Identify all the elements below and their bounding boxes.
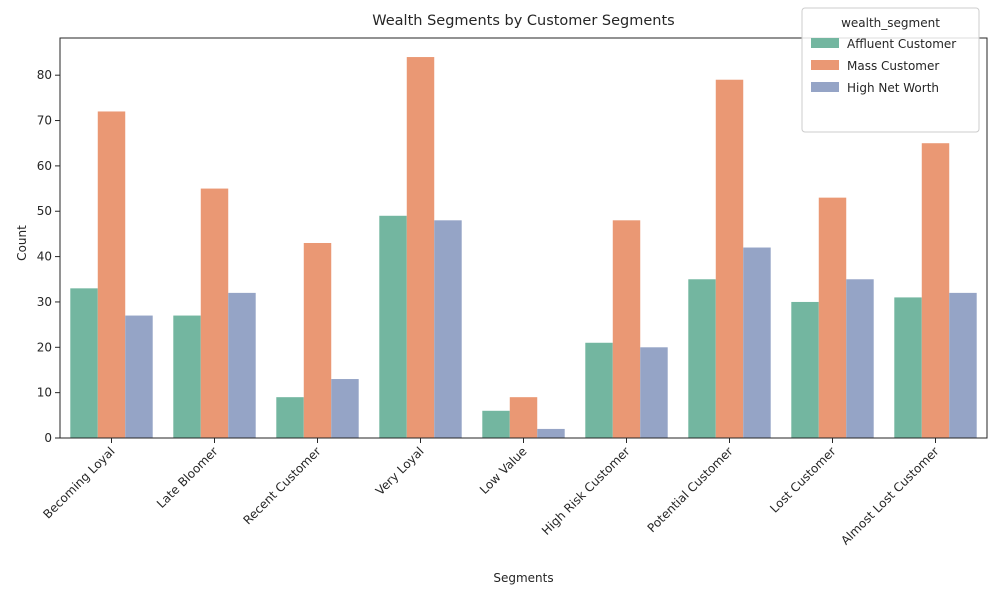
bar-affluent-customer-lost-customer <box>791 301 819 438</box>
bar-mass-customer-potential-customer <box>715 79 744 438</box>
bar-affluent-customer-almost-lost-customer <box>894 297 922 438</box>
y-tick-label: 30 <box>37 295 52 309</box>
y-tick-label: 80 <box>37 68 52 82</box>
x-axis: Becoming Loyal Late Bloomer Recent Custome… <box>40 438 942 548</box>
bar-high-net-worth-recent-customer <box>331 379 359 438</box>
bar-mass-customer-very-loyal <box>406 57 435 439</box>
bar-affluent-customer-very-loyal <box>379 215 407 438</box>
bar-high-net-worth-lost-customer <box>846 279 874 438</box>
bar-high-net-worth-almost-lost-customer <box>949 292 977 438</box>
y-tick-label: 20 <box>37 340 52 354</box>
bar-affluent-customer-becoming-loyal <box>70 288 98 438</box>
x-tick-label: Late Bloomer <box>154 444 221 511</box>
x-tick-label: Lost Customer <box>767 444 838 515</box>
y-tick-label: 50 <box>37 204 52 218</box>
bar-affluent-customer-high-risk-customer <box>585 342 613 438</box>
bars-group <box>70 57 977 439</box>
x-tick-label: Low Value <box>477 444 530 497</box>
legend: wealth_segment Affluent Customer Mass Cus… <box>801 7 980 133</box>
x-tick-label: Very Loyal <box>373 444 427 498</box>
bar-high-net-worth-low-value <box>537 428 565 438</box>
y-tick-label: 0 <box>44 431 52 445</box>
bar-high-net-worth-very-loyal <box>434 220 462 438</box>
x-tick-label: Potential Customer <box>645 444 736 535</box>
y-tick-label: 70 <box>37 114 52 128</box>
x-tick-label: Recent Customer <box>240 444 323 527</box>
y-tick-label: 40 <box>37 250 52 264</box>
bar-mass-customer-almost-lost-customer <box>921 143 950 438</box>
legend-swatch <box>811 38 839 48</box>
chart-title: Wealth Segments by Customer Segments <box>372 13 674 29</box>
plot-frame <box>59 37 988 439</box>
bar-mass-customer-becoming-loyal <box>97 111 126 438</box>
y-tick-label: 60 <box>37 159 52 173</box>
legend-box <box>801 7 980 133</box>
bar-mass-customer-lost-customer <box>818 197 847 438</box>
legend-swatch <box>811 60 839 70</box>
bar-mass-customer-low-value <box>509 397 538 438</box>
legend-items: Affluent Customer Mass Customer High Net W… <box>811 37 956 95</box>
bar-affluent-customer-recent-customer <box>276 397 304 438</box>
bar-mass-customer-late-bloomer <box>200 188 229 438</box>
bar-affluent-customer-late-bloomer <box>173 315 201 438</box>
legend-label: Mass Customer <box>847 59 939 73</box>
y-tick-label: 10 <box>37 386 52 400</box>
legend-title: wealth_segment <box>841 16 940 30</box>
x-tick-label: Almost Lost Customer <box>838 444 941 547</box>
y-axis-title: Count <box>15 225 29 261</box>
bar-high-net-worth-potential-customer <box>743 247 771 438</box>
bar-mass-customer-recent-customer <box>303 242 332 438</box>
bar-mass-customer-high-risk-customer <box>612 220 641 438</box>
legend-label: Affluent Customer <box>847 37 956 51</box>
bar-affluent-customer-potential-customer <box>688 279 716 438</box>
x-tick-label: High Risk Customer <box>539 444 633 538</box>
bar-affluent-customer-low-value <box>482 410 510 438</box>
legend-swatch <box>811 82 839 92</box>
legend-label: High Net Worth <box>847 81 939 95</box>
bar-high-net-worth-late-bloomer <box>228 292 256 438</box>
bar-high-net-worth-high-risk-customer <box>640 347 668 438</box>
y-axis: 0 10 20 30 40 50 60 70 80 <box>37 68 60 445</box>
x-axis-title: Segments <box>493 571 553 585</box>
bar-high-net-worth-becoming-loyal <box>125 315 153 438</box>
x-tick-label: Becoming Loyal <box>40 444 117 521</box>
